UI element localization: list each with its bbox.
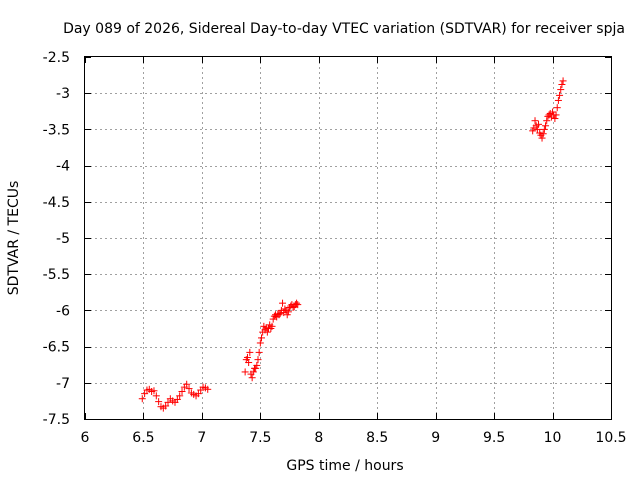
data-point [185, 385, 193, 393]
data-point [243, 353, 251, 361]
data-point [552, 111, 560, 119]
data-point [269, 315, 277, 323]
data-point [155, 398, 163, 406]
data-point [183, 380, 191, 388]
data-point [248, 374, 256, 382]
x-tick-label: 7.5 [249, 430, 271, 446]
data-point [554, 96, 562, 104]
data-point [204, 385, 212, 393]
x-tick-label: 10.5 [595, 430, 626, 446]
data-point [542, 122, 550, 130]
x-tick-label: 6.5 [132, 430, 154, 446]
data-point [253, 361, 261, 369]
data-point [557, 86, 565, 94]
data-point [293, 299, 301, 307]
data-point [543, 117, 551, 125]
data-point [178, 387, 186, 395]
y-tick-label: -2.5 [43, 50, 70, 66]
x-tick-label: 8.5 [366, 430, 388, 446]
data-point [535, 120, 543, 128]
data-point [176, 392, 184, 400]
y-axis-label: SDTVAR / TECUs [6, 181, 22, 296]
data-point [164, 398, 172, 406]
data-point [529, 127, 537, 135]
data-point [559, 77, 567, 85]
data-point [246, 348, 254, 356]
data-point [294, 301, 302, 309]
data-point [263, 328, 271, 336]
y-tick-label: -4 [56, 159, 70, 175]
data-point [540, 125, 548, 133]
chart-title: Day 089 of 2026, Sidereal Day-to-day VTE… [63, 21, 625, 37]
x-tick-label: 9.5 [483, 430, 505, 446]
data-point [254, 356, 262, 364]
axis-ticks [85, 57, 612, 420]
x-tick-label: 9 [431, 430, 440, 446]
x-tick-label: 10 [544, 430, 562, 446]
y-tick-label: -5.5 [43, 267, 70, 283]
data-point [141, 390, 149, 398]
data-point [252, 364, 260, 372]
y-tick-label: -7.5 [43, 412, 70, 428]
data-point [284, 308, 292, 316]
y-tick-label: -7 [56, 376, 70, 392]
data-point [539, 130, 547, 138]
y-tick-label: -5 [56, 231, 70, 247]
data-point [241, 368, 249, 376]
y-tick-label: -4.5 [43, 195, 70, 211]
data-point [138, 395, 146, 403]
data-point [245, 359, 253, 367]
x-tick-label: 8 [314, 430, 323, 446]
x-tick-label: 6 [81, 430, 90, 446]
data-point [283, 311, 291, 319]
data-point [152, 392, 160, 400]
data-point [268, 322, 276, 330]
data-point [558, 81, 566, 89]
data-point [531, 117, 539, 125]
data-point [255, 348, 263, 356]
data-point [279, 299, 287, 307]
data-point [258, 334, 266, 342]
data-point [549, 108, 557, 116]
plot-frame [84, 56, 612, 420]
data-points [138, 77, 567, 412]
data-point [538, 134, 546, 142]
data-point [553, 104, 561, 112]
data-point [533, 125, 541, 133]
x-tick-label: 7 [197, 430, 206, 446]
data-point [551, 115, 559, 123]
data-point [249, 368, 257, 376]
data-point [256, 339, 264, 347]
data-point [150, 387, 158, 395]
grid-lines [85, 57, 611, 419]
data-point [162, 402, 170, 410]
data-point [275, 311, 283, 319]
y-tick-label: -3.5 [43, 122, 70, 138]
y-tick-label: -6.5 [43, 340, 70, 356]
data-point [173, 395, 181, 403]
data-point [276, 309, 284, 317]
y-tick-label: -3 [56, 86, 70, 102]
x-tick-labels: 6 6.5 7 7.5 8 8.5 9 9.5 10 10.5 [81, 430, 627, 446]
data-point [194, 390, 202, 398]
x-axis-label: GPS time / hours [286, 458, 403, 474]
y-tick-labels: -2.5 -3 -3.5 -4 -4.5 -5 -5.5 -6 -6.5 -7 -7.5 [43, 50, 70, 428]
y-tick-label: -6 [56, 303, 70, 319]
data-point [281, 305, 289, 313]
data-point [556, 91, 564, 99]
